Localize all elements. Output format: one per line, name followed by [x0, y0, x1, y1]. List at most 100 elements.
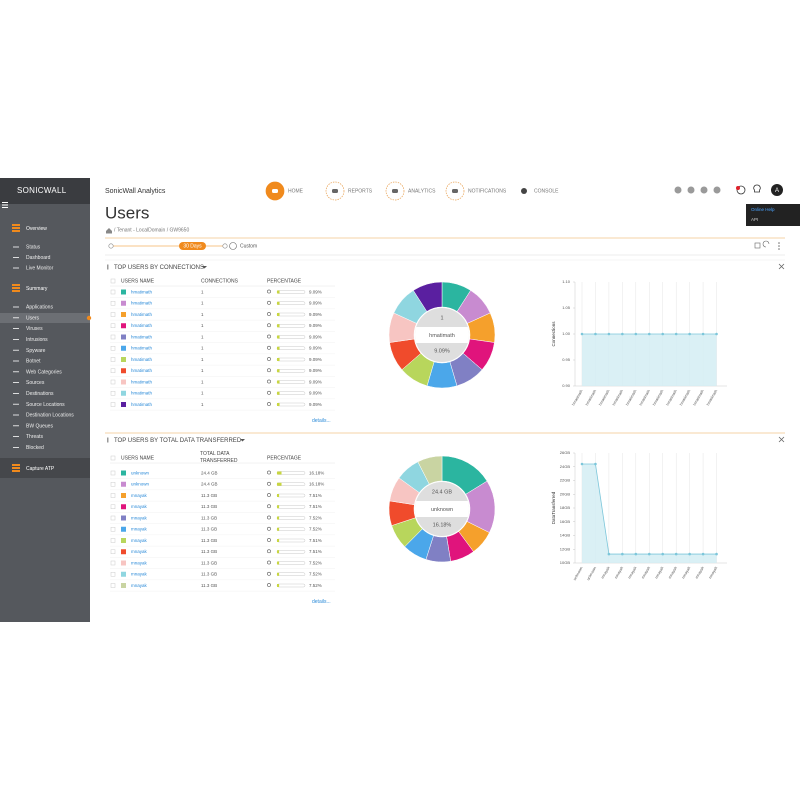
user-link[interactable]: hmatimath — [131, 391, 153, 396]
search-icon[interactable] — [267, 289, 271, 294]
checkbox[interactable] — [110, 455, 116, 461]
toolbar-icons[interactable] — [754, 240, 780, 250]
nav-item[interactable]: Status — [26, 245, 41, 251]
search-icon[interactable] — [267, 571, 271, 576]
point[interactable] — [634, 332, 638, 336]
checkbox[interactable] — [110, 278, 116, 284]
checkbox[interactable] — [110, 312, 116, 317]
range-label[interactable]: 30 Days — [183, 244, 202, 250]
search-icon[interactable] — [267, 481, 271, 486]
user-link[interactable]: hmatimath — [131, 379, 153, 384]
checkbox[interactable] — [110, 572, 116, 577]
point[interactable] — [661, 552, 665, 556]
avatar[interactable] — [771, 184, 783, 196]
user-link[interactable]: hmatimath — [131, 301, 153, 306]
user-link[interactable]: unknown — [131, 482, 150, 487]
nav-link[interactable]: CONSOLE — [534, 189, 559, 195]
status-icon[interactable] — [674, 186, 682, 194]
status-icon[interactable] — [700, 186, 708, 194]
point[interactable] — [634, 552, 638, 556]
checkbox[interactable] — [110, 470, 116, 476]
breadcrumb[interactable]: / Tenant - LocalDomain / GW9650 — [114, 227, 189, 233]
nav-item[interactable]: Destinations — [26, 391, 54, 397]
search-icon[interactable] — [267, 549, 271, 554]
nav-item[interactable]: Destination Locations — [26, 413, 74, 419]
user-link[interactable]: mnayak — [131, 515, 148, 520]
user-link[interactable]: hmatimath — [131, 357, 153, 362]
search-icon[interactable] — [267, 300, 271, 305]
checkbox[interactable] — [110, 289, 116, 295]
section-caret[interactable] — [202, 266, 207, 269]
user-link[interactable]: mnayak — [131, 527, 148, 532]
checkbox[interactable] — [110, 323, 116, 328]
menu-toggle[interactable] — [2, 202, 8, 208]
checkbox[interactable] — [110, 334, 116, 340]
point[interactable] — [594, 462, 597, 466]
range-pill[interactable] — [179, 242, 206, 250]
nav-item[interactable]: Users — [26, 315, 40, 321]
section-title[interactable]: TOP USERS BY CONNECTIONS — [114, 265, 204, 271]
avatar-label[interactable]: A — [775, 188, 779, 194]
nav-item[interactable]: Source Locations — [26, 402, 65, 408]
nav-link[interactable]: REPORTS — [348, 189, 373, 195]
search-icon[interactable] — [267, 345, 271, 350]
status-icon[interactable] — [713, 186, 721, 194]
nav-item[interactable]: Spyware — [26, 348, 46, 354]
point[interactable] — [661, 332, 665, 336]
checkbox[interactable] — [110, 560, 116, 566]
search-icon[interactable] — [267, 323, 271, 328]
slider-end[interactable] — [222, 243, 228, 249]
point[interactable] — [674, 332, 678, 336]
search-icon[interactable] — [267, 504, 271, 509]
search-icon[interactable] — [267, 368, 271, 373]
console-icon[interactable] — [521, 188, 527, 194]
checkbox[interactable] — [110, 346, 116, 351]
point[interactable] — [580, 332, 584, 336]
user-link[interactable]: mnayak — [131, 583, 148, 588]
section-caret[interactable] — [240, 439, 245, 442]
nav-link[interactable]: HOME — [288, 189, 304, 195]
home-icon[interactable] — [106, 228, 112, 234]
nav-item[interactable]: Botnet — [26, 359, 41, 365]
nav-item[interactable]: Applications — [26, 305, 53, 311]
user-link[interactable]: hmatimath — [131, 312, 153, 317]
checkbox[interactable] — [110, 368, 116, 373]
search-icon[interactable] — [267, 470, 271, 475]
user-link[interactable]: hmatimath — [131, 334, 153, 339]
user-link[interactable]: mnayak — [131, 504, 148, 509]
custom-radio[interactable] — [229, 242, 237, 250]
search-icon[interactable] — [267, 402, 271, 406]
menu-item[interactable]: Online Help — [751, 207, 775, 212]
search-icon[interactable] — [267, 515, 271, 520]
search-icon[interactable] — [267, 390, 271, 395]
user-link[interactable]: mnayak — [131, 549, 148, 554]
user-link[interactable]: hmatimath — [131, 368, 153, 373]
close-icons[interactable] — [778, 263, 785, 443]
status-icon[interactable] — [687, 186, 695, 194]
point[interactable] — [688, 332, 691, 336]
point[interactable] — [715, 332, 718, 336]
point[interactable] — [607, 552, 611, 556]
point[interactable] — [647, 552, 651, 556]
user-link[interactable]: hmatimath — [131, 346, 153, 351]
point[interactable] — [594, 332, 597, 336]
checkbox[interactable] — [110, 504, 116, 509]
search-icon[interactable] — [267, 493, 271, 497]
search-icon[interactable] — [267, 357, 271, 361]
point[interactable] — [621, 332, 624, 336]
nav-item[interactable]: BW Queues — [26, 423, 53, 429]
point[interactable] — [688, 552, 691, 556]
checkbox[interactable] — [110, 515, 116, 521]
user-link[interactable]: hmatimath — [131, 402, 153, 407]
nav-link[interactable]: NOTIFICATIONS — [468, 189, 507, 195]
point[interactable] — [674, 552, 678, 556]
checkbox[interactable] — [110, 527, 116, 532]
nav-item[interactable]: Threats — [26, 434, 43, 440]
checkbox[interactable] — [110, 379, 116, 385]
checkbox[interactable] — [110, 583, 116, 588]
nav-item[interactable]: Live Monitor — [26, 266, 54, 272]
checkbox[interactable] — [110, 493, 116, 498]
search-icon[interactable] — [267, 526, 271, 531]
user-link[interactable]: mnayak — [131, 560, 148, 565]
nav-item[interactable]: Blocked — [26, 445, 44, 451]
